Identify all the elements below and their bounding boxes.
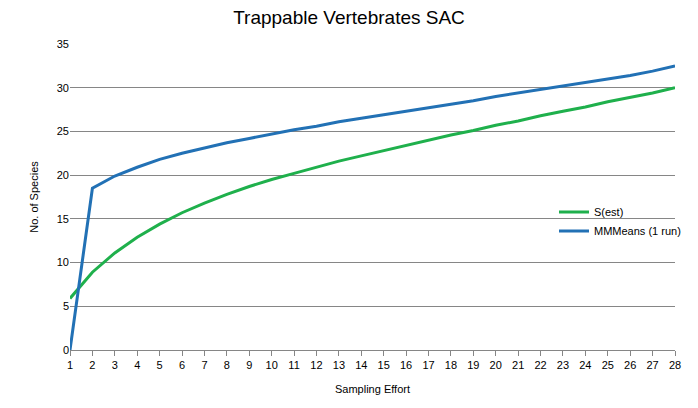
svg-text:16: 16 [400,359,412,371]
svg-text:5: 5 [63,300,69,312]
svg-text:18: 18 [445,359,457,371]
svg-text:3: 3 [112,359,118,371]
svg-text:13: 13 [333,359,345,371]
svg-text:28: 28 [669,359,681,371]
svg-text:30: 30 [57,82,69,94]
svg-text:14: 14 [355,359,367,371]
svg-text:5: 5 [157,359,163,371]
svg-text:23: 23 [557,359,569,371]
svg-text:No. of Species: No. of Species [28,161,40,233]
svg-text:10: 10 [57,256,69,268]
svg-text:24: 24 [579,359,591,371]
svg-text:27: 27 [646,359,658,371]
svg-text:25: 25 [57,125,69,137]
svg-text:Sampling Effort: Sampling Effort [335,383,410,395]
svg-text:20: 20 [57,169,69,181]
svg-text:0: 0 [63,344,69,356]
svg-text:17: 17 [422,359,434,371]
svg-text:9: 9 [246,359,252,371]
svg-text:25: 25 [602,359,614,371]
svg-text:S(est): S(est) [594,206,623,218]
svg-text:2: 2 [89,359,95,371]
svg-text:12: 12 [310,359,322,371]
svg-text:22: 22 [534,359,546,371]
svg-text:8: 8 [224,359,230,371]
svg-text:35: 35 [57,38,69,50]
svg-text:MMMeans (1 run): MMMeans (1 run) [594,225,681,237]
svg-text:21: 21 [512,359,524,371]
svg-text:Trappable Vertebrates SAC: Trappable Vertebrates SAC [233,7,465,28]
svg-text:26: 26 [624,359,636,371]
svg-text:4: 4 [134,359,140,371]
svg-text:15: 15 [378,359,390,371]
svg-text:10: 10 [266,359,278,371]
svg-text:15: 15 [57,213,69,225]
svg-text:19: 19 [467,359,479,371]
svg-text:20: 20 [490,359,502,371]
svg-text:11: 11 [288,359,299,371]
svg-text:1: 1 [67,359,73,371]
svg-text:7: 7 [201,359,207,371]
svg-text:6: 6 [179,359,185,371]
